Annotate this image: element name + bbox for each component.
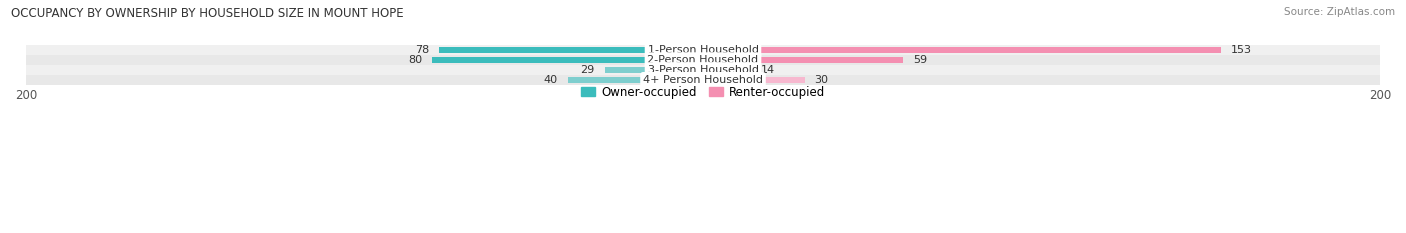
Text: OCCUPANCY BY OWNERSHIP BY HOUSEHOLD SIZE IN MOUNT HOPE: OCCUPANCY BY OWNERSHIP BY HOUSEHOLD SIZE… bbox=[11, 7, 404, 20]
Text: 29: 29 bbox=[581, 65, 595, 75]
Bar bbox=[27, 65, 1379, 75]
Text: 78: 78 bbox=[415, 45, 429, 55]
Bar bbox=[27, 55, 1379, 65]
Text: Source: ZipAtlas.com: Source: ZipAtlas.com bbox=[1284, 7, 1395, 17]
Text: 4+ Person Household: 4+ Person Household bbox=[643, 75, 763, 85]
Bar bbox=[439, 47, 703, 53]
Bar bbox=[703, 77, 804, 83]
Bar bbox=[605, 67, 703, 73]
Legend: Owner-occupied, Renter-occupied: Owner-occupied, Renter-occupied bbox=[576, 81, 830, 103]
Text: 30: 30 bbox=[814, 75, 828, 85]
Bar bbox=[703, 67, 751, 73]
Bar bbox=[27, 75, 1379, 85]
Text: 153: 153 bbox=[1232, 45, 1251, 55]
Text: 1-Person Household: 1-Person Household bbox=[648, 45, 758, 55]
Text: 14: 14 bbox=[761, 65, 775, 75]
Bar bbox=[568, 77, 703, 83]
Text: 80: 80 bbox=[408, 55, 422, 65]
Text: 3-Person Household: 3-Person Household bbox=[648, 65, 758, 75]
Bar bbox=[27, 45, 1379, 55]
Text: 40: 40 bbox=[543, 75, 557, 85]
Bar bbox=[703, 47, 1220, 53]
Text: 2-Person Household: 2-Person Household bbox=[647, 55, 759, 65]
Bar bbox=[432, 57, 703, 63]
Text: 59: 59 bbox=[912, 55, 927, 65]
Bar bbox=[703, 57, 903, 63]
